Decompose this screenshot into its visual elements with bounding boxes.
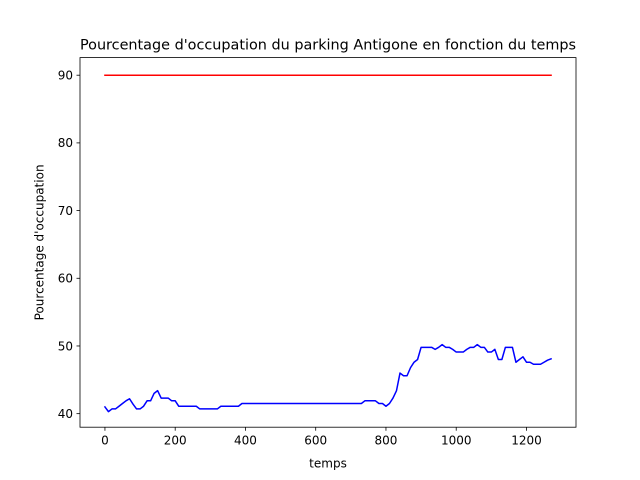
series-line-2 [103, 343, 553, 413]
x-tick-label: 1000 [441, 434, 472, 448]
x-tick-label: 800 [375, 434, 398, 448]
y-tick-label: 50 [58, 339, 73, 353]
plot-series [103, 74, 553, 413]
y-axis-label: Pourcentage d'occupation [33, 164, 47, 320]
chart-title: Pourcentage d'occupation du parking Anti… [80, 38, 576, 54]
y-tick-label: 40 [58, 407, 73, 421]
y-tick-label: 90 [58, 69, 73, 83]
x-tick-label: 600 [304, 434, 327, 448]
x-axis: 0 200 400 600 800 1000 1200 [101, 427, 542, 448]
plot-frame [79, 57, 577, 428]
y-tick-label: 80 [58, 136, 73, 150]
y-tick-label: 70 [58, 204, 73, 218]
x-axis-label: temps [309, 457, 347, 471]
x-tick-label: 400 [234, 434, 257, 448]
x-tick-label: 0 [101, 434, 109, 448]
y-tick-label: 60 [58, 272, 73, 286]
x-tick-label: 200 [164, 434, 187, 448]
x-tick-label: 1200 [511, 434, 542, 448]
y-axis: 40 50 60 70 80 90 [58, 69, 80, 421]
